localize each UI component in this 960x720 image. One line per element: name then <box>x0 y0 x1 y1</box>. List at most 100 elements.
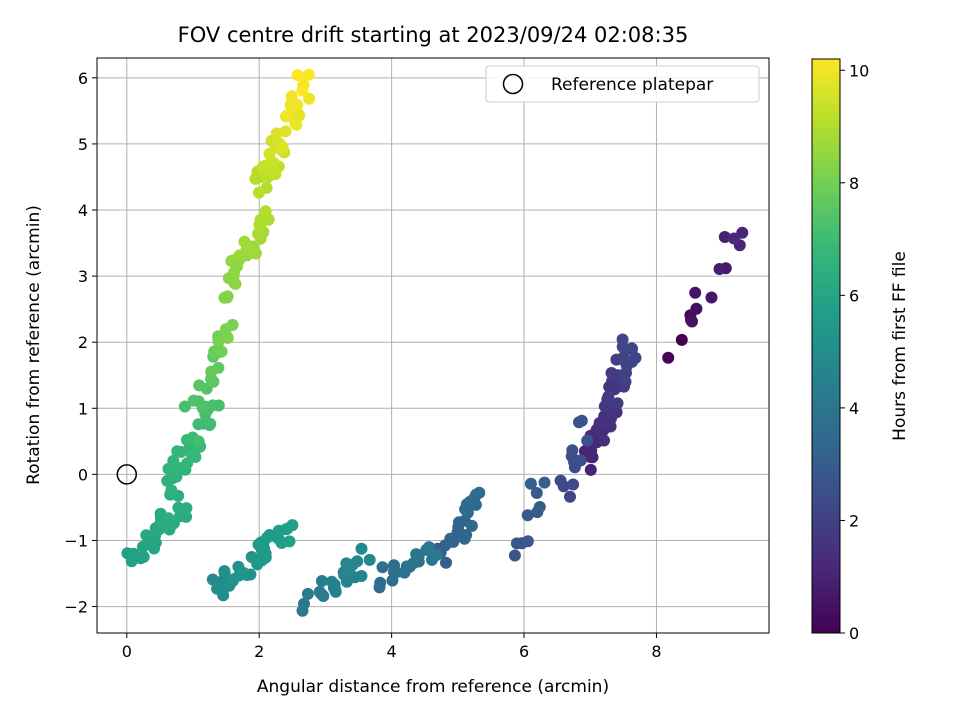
data-point <box>689 286 702 299</box>
data-point <box>675 333 688 346</box>
legend-box <box>485 65 760 103</box>
y-tick-label: 3 <box>78 267 88 286</box>
data-point <box>460 529 473 541</box>
data-point <box>533 501 546 513</box>
data-point <box>567 478 580 491</box>
reference-point <box>116 464 138 485</box>
data-point <box>430 549 443 561</box>
data-point <box>238 235 251 248</box>
data-point <box>616 333 629 346</box>
data-point <box>269 168 282 181</box>
data-point <box>620 366 632 379</box>
data-point <box>291 98 304 111</box>
data-point <box>162 512 175 525</box>
x-axis-label: Angular distance from reference (arcmin) <box>257 677 609 697</box>
data-point <box>193 379 206 392</box>
colorbar-ticks: 0 2 4 6 8 10 <box>840 61 869 643</box>
legend-marker-reference <box>502 73 524 95</box>
data-point <box>584 463 597 476</box>
data-point <box>192 435 205 448</box>
y-tick-label: 6 <box>78 69 88 88</box>
data-point <box>252 227 264 240</box>
y-tick-label: −1 <box>64 531 88 550</box>
data-point <box>253 218 266 231</box>
data-point <box>253 186 265 199</box>
data-point <box>212 581 225 594</box>
data-point <box>161 474 174 487</box>
data-point <box>259 205 272 218</box>
data-point <box>290 118 303 131</box>
plot-axes: 0 2 4 6 8 −2 −1 0 1 2 3 4 5 6 <box>64 57 770 661</box>
data-point <box>237 567 250 579</box>
data-point <box>538 476 551 489</box>
data-point <box>252 538 265 551</box>
data-point <box>363 553 376 566</box>
data-point <box>212 335 225 348</box>
data-point <box>205 365 218 378</box>
data-point <box>585 445 598 457</box>
colorbar-tick-label: 8 <box>849 174 859 193</box>
data-point <box>291 69 304 82</box>
data-point <box>373 581 386 594</box>
data-point <box>690 302 703 315</box>
data-point <box>602 390 615 403</box>
data-point <box>440 556 452 569</box>
data-point <box>207 375 220 388</box>
data-point <box>618 343 631 356</box>
data-point <box>718 231 731 243</box>
colorbar-tick-label: 10 <box>849 61 869 80</box>
data-point <box>554 474 567 487</box>
data-point <box>524 477 537 490</box>
x-tick-label: 8 <box>651 642 661 661</box>
data-point <box>343 563 356 575</box>
chart-title: FOV centre drift starting at 2023/09/24 … <box>178 23 689 47</box>
data-point <box>228 266 241 279</box>
data-point <box>325 575 338 588</box>
data-point <box>351 555 364 568</box>
plot-frame <box>96 57 770 634</box>
data-point <box>134 552 147 565</box>
data-point <box>204 417 217 430</box>
data-point <box>180 510 193 523</box>
data-point <box>575 414 588 427</box>
data-point <box>229 277 242 290</box>
data-point <box>215 345 228 358</box>
data-point <box>629 351 642 364</box>
legend: Reference platepar <box>485 65 760 103</box>
data-point <box>279 125 292 138</box>
data-point <box>530 487 543 499</box>
legend-label-reference: Reference platepar <box>551 75 713 95</box>
data-point <box>410 548 423 561</box>
data-point <box>508 549 521 562</box>
data-point <box>233 249 246 262</box>
data-point <box>453 516 465 529</box>
y-tick-label: 0 <box>78 465 88 484</box>
y-tick-label: −2 <box>64 598 88 617</box>
data-point <box>218 291 231 304</box>
data-point <box>192 418 205 431</box>
data-point <box>566 444 579 457</box>
data-point <box>302 68 315 81</box>
data-point <box>296 84 309 97</box>
data-point <box>296 604 309 617</box>
data-point <box>473 486 486 499</box>
x-tick-label: 4 <box>387 642 397 661</box>
colorbar-gradient <box>811 58 841 634</box>
data-point <box>283 535 296 548</box>
data-point <box>728 232 740 245</box>
y-tick-label: 1 <box>78 399 88 418</box>
data-point <box>574 454 587 467</box>
data-point <box>221 331 234 344</box>
data-point <box>180 502 193 515</box>
data-point <box>196 402 209 415</box>
data-point <box>510 537 523 550</box>
data-points <box>116 68 749 617</box>
data-point <box>218 566 231 579</box>
data-point <box>686 315 698 328</box>
data-point <box>593 417 606 429</box>
data-point <box>581 434 594 447</box>
y-tick-label: 4 <box>78 201 88 220</box>
data-point <box>521 535 534 548</box>
colorbar-tick-label: 4 <box>849 399 859 418</box>
